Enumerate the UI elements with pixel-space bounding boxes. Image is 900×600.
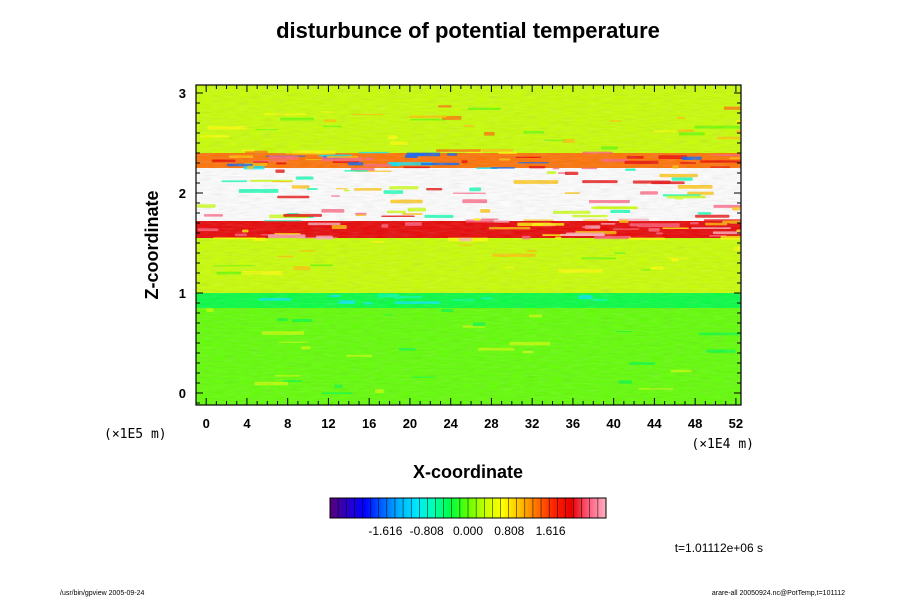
- colorbar-tick-label: 1.616: [536, 524, 566, 538]
- y-axis-label: Z-coordinate: [142, 190, 162, 299]
- x-axis: 0 4 8 12 16 20 24 28 32 36 40 44 48 52: [203, 85, 743, 431]
- chart-title: disturbunce of potential temperature: [276, 18, 660, 43]
- x-tick-label: 24: [443, 416, 458, 431]
- heatmap-texture: [196, 85, 741, 405]
- colorbar-tick-label: -0.808: [410, 524, 444, 538]
- x-tick-label: 16: [362, 416, 376, 431]
- x-tick-label: 52: [729, 416, 743, 431]
- heatmap-streak: [735, 130, 741, 133]
- y-tick-label: 1: [179, 286, 186, 301]
- x-tick-label: 28: [484, 416, 498, 431]
- x-tick-label: 48: [688, 416, 702, 431]
- x-tick-label: 44: [647, 416, 662, 431]
- footer-left: /usr/bin/gpview 2005-09-24: [60, 590, 145, 597]
- x-tick-label: 36: [566, 416, 580, 431]
- x-unit-label: (×1E4 m): [691, 437, 754, 452]
- colorbar-tick-label: 0.000: [453, 524, 483, 538]
- time-label: t=1.01112e+06 s: [675, 541, 763, 555]
- heatmap-streak: [736, 229, 741, 233]
- x-tick-label: 20: [403, 416, 417, 431]
- plot-frame: [195, 84, 742, 406]
- x-tick-label: 0: [203, 416, 210, 431]
- x-tick-label: 32: [525, 416, 539, 431]
- colorbar-tick-label: -1.616: [368, 524, 402, 538]
- y-tick-label: 2: [179, 186, 186, 201]
- x-tick-label: 40: [606, 416, 620, 431]
- x-tick-label: 4: [243, 416, 251, 431]
- footer-right: arare-all 20050924.nc@PotTemp,t=101112: [712, 590, 845, 597]
- colorbar-tick-label: 0.808: [494, 524, 524, 538]
- x-tick-label: 12: [321, 416, 335, 431]
- heatmap-streaks: [196, 85, 741, 405]
- x-axis-label: X-coordinate: [413, 462, 523, 482]
- y-tick-label: 0: [179, 386, 186, 401]
- y-axis: 0 1 2 3: [179, 86, 741, 404]
- x-tick-label: 8: [284, 416, 291, 431]
- y-tick-label: 3: [179, 86, 186, 101]
- colorbar: -1.616 -0.808 0.000 0.808 1.616: [329, 497, 607, 538]
- y-unit-label: (×1E5 m): [104, 427, 167, 442]
